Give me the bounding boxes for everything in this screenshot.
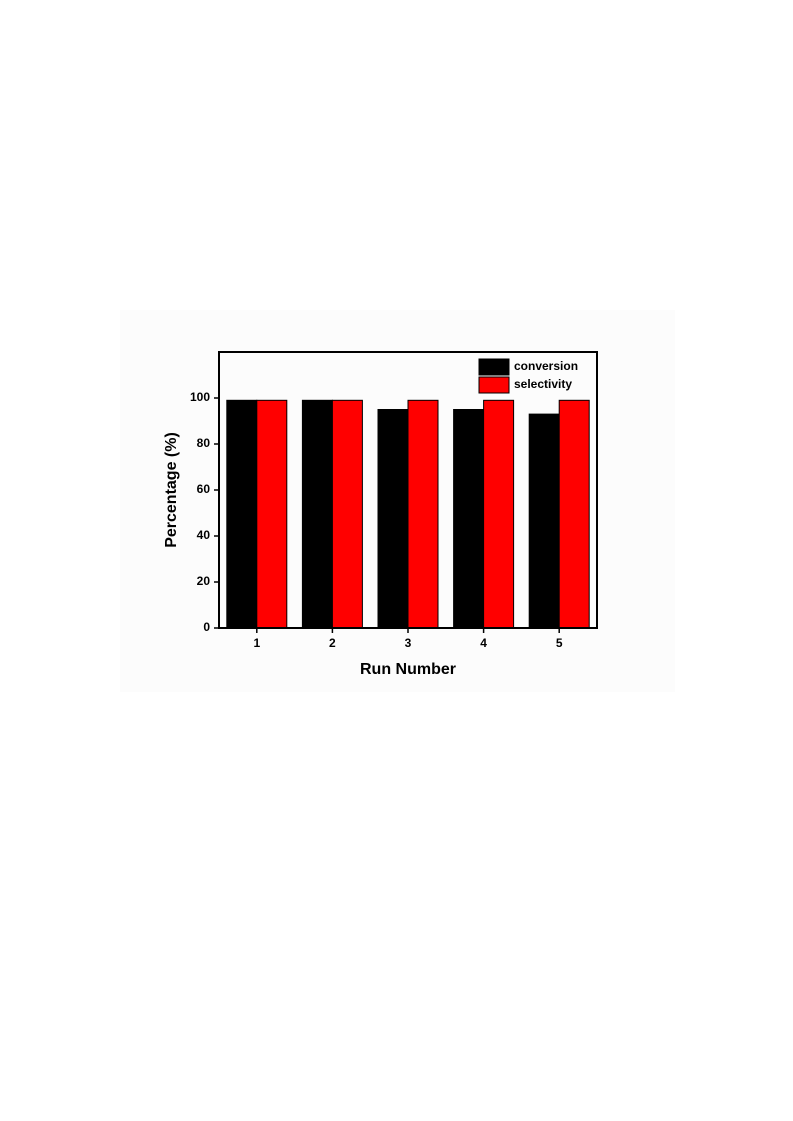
x-tick-label: 5 xyxy=(556,636,563,650)
x-axis-title: Run Number xyxy=(360,661,456,678)
y-tick-label: 20 xyxy=(197,574,211,588)
y-tick-label: 0 xyxy=(203,620,210,634)
x-tick-label: 4 xyxy=(480,636,487,650)
y-tick-label: 100 xyxy=(190,390,210,404)
y-axis-title: Percentage (%) xyxy=(163,432,180,548)
bar xyxy=(331,399,363,629)
plot-frame xyxy=(218,351,598,629)
legend-label: selectivity xyxy=(514,377,572,391)
x-tick-label: 1 xyxy=(253,636,260,650)
x-tick-label: 2 xyxy=(329,636,336,650)
y-tick-label: 80 xyxy=(197,436,211,450)
legend-swatch xyxy=(478,358,510,376)
y-tick-label: 60 xyxy=(197,482,211,496)
y-tick-label: 40 xyxy=(197,528,211,542)
bar xyxy=(256,399,288,629)
bar xyxy=(377,409,409,629)
bar xyxy=(483,399,515,629)
bar xyxy=(453,409,485,629)
bar xyxy=(528,413,560,629)
legend-label: conversion xyxy=(514,359,578,373)
bar xyxy=(301,399,333,629)
legend-swatch xyxy=(478,376,510,394)
bar xyxy=(558,399,590,629)
bar xyxy=(226,399,258,629)
x-tick-label: 3 xyxy=(405,636,412,650)
bar xyxy=(407,399,439,629)
